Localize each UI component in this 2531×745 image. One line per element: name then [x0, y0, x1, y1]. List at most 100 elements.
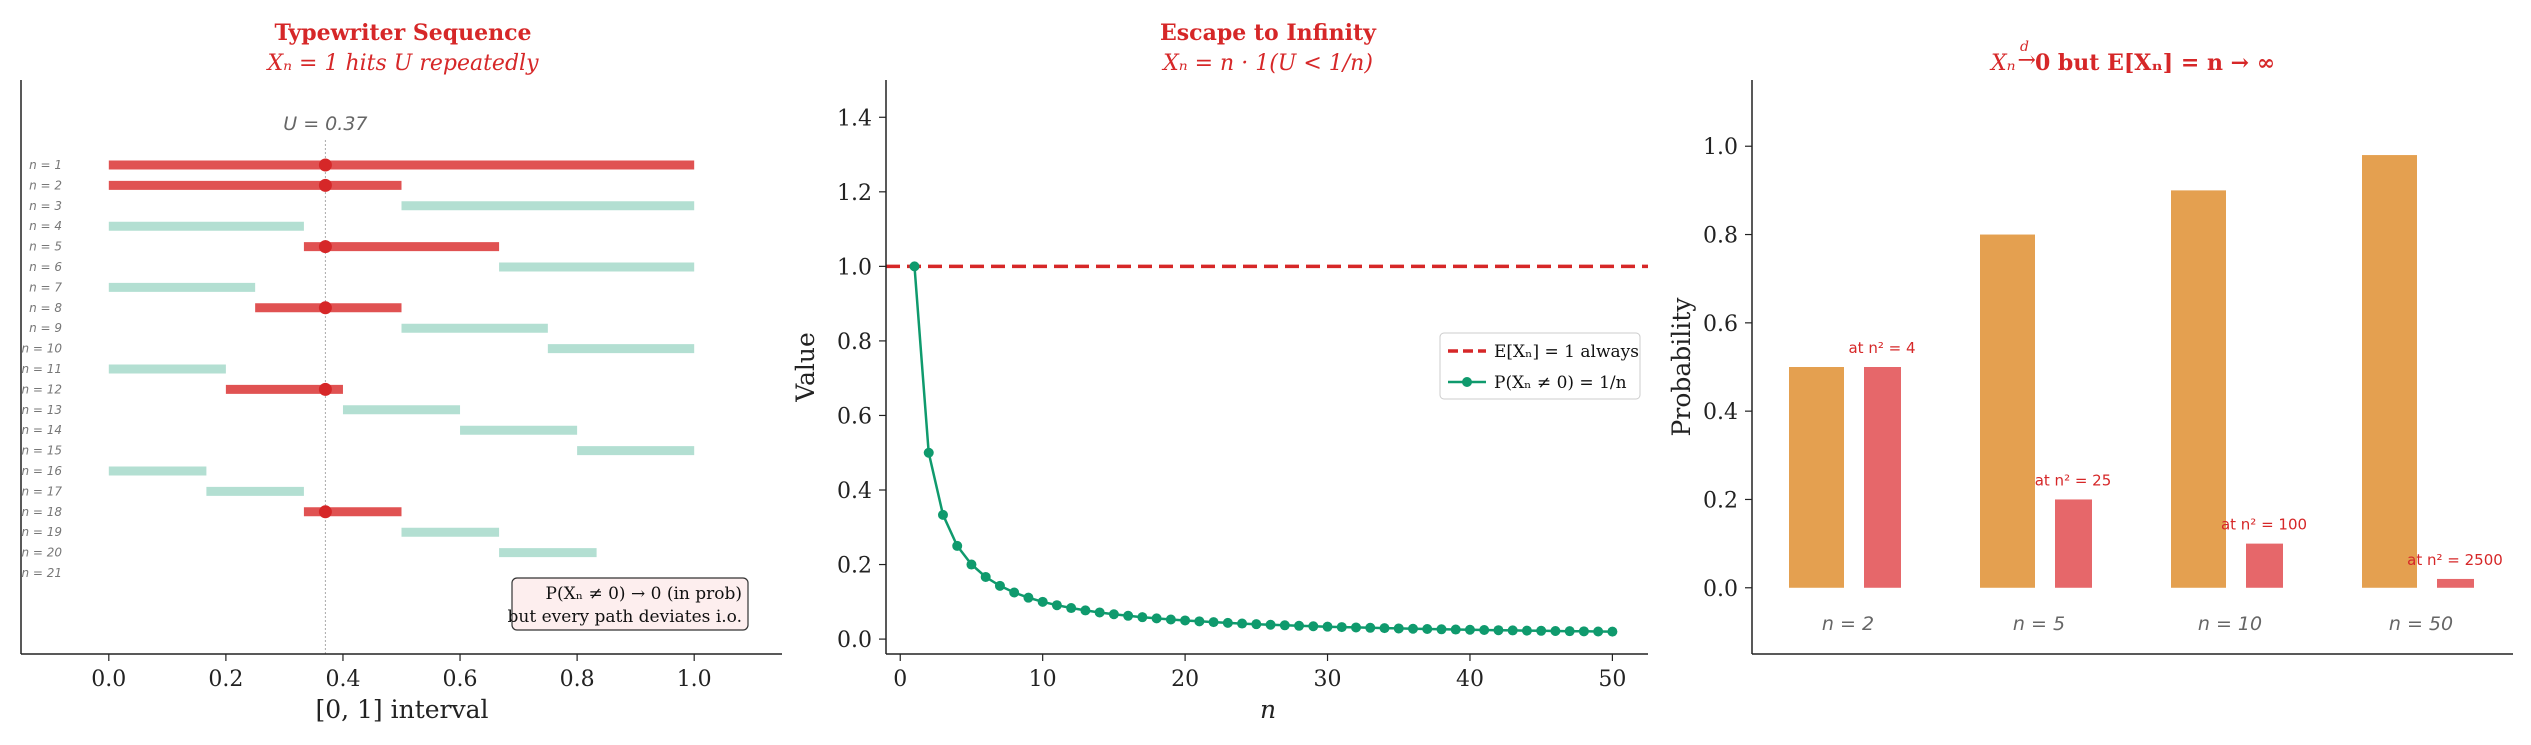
probability-point	[1165, 614, 1176, 625]
probability-point	[923, 447, 934, 458]
probability-point	[1151, 613, 1162, 624]
probability-point	[1251, 619, 1262, 630]
legend-box	[1439, 332, 1641, 400]
typewriter-intervals	[108, 160, 695, 558]
x-tick-label: 50	[1598, 667, 1626, 692]
group-label: n = 2	[1822, 613, 1874, 635]
typewriter-panel: Typewriter Sequence Xₙ = 1 hits U repeat…	[20, 20, 782, 724]
row-label: n = 19	[21, 525, 62, 539]
probability-point	[1322, 621, 1333, 632]
probability-point	[1037, 596, 1048, 607]
typewriter-hit-points	[318, 158, 332, 519]
legend-probability-label: P(Xₙ ≠ 0) = 1/n	[1494, 373, 1627, 393]
y-tick-label: 0.2	[1703, 488, 1738, 513]
tail-note: at n² = 2500	[2407, 551, 2503, 569]
probability-point	[1593, 626, 1604, 637]
probability-point	[952, 540, 963, 551]
probability-y-ticks: 0.0 0.2 0.4 0.6 0.8 1.0	[1703, 135, 1752, 602]
probability-point	[1094, 607, 1105, 618]
row-label: n = 12	[21, 382, 62, 396]
annotation-box	[511, 577, 749, 631]
row-label: n = 6	[29, 260, 62, 274]
row-label: n = 18	[21, 505, 62, 519]
probability-point	[1336, 622, 1347, 633]
row-label: n = 17	[21, 484, 62, 498]
legend-expectation-label: E[Xₙ] = 1 always	[1494, 342, 1639, 362]
annotation-line-2: but every path deviates i.o.	[508, 607, 742, 627]
x-tick-label: 20	[1171, 667, 1199, 692]
row-label: n = 11	[21, 362, 62, 376]
probability-points	[909, 261, 1618, 637]
annotation-line-1: P(Xₙ ≠ 0) → 0 (in prob)	[546, 584, 742, 604]
y-tick-label: 1.0	[1703, 135, 1738, 160]
y-tick-label: 0.0	[1703, 577, 1738, 602]
u-marker-label: U = 0.37	[283, 113, 367, 135]
probability-point	[1066, 603, 1077, 614]
x-tick-label: 40	[1456, 667, 1484, 692]
typewriter-subtitle: Xₙ = 1 hits U repeatedly	[265, 51, 539, 76]
tail-note: at n² = 4	[1848, 339, 1915, 357]
x-tick-label: 0.2	[208, 667, 243, 692]
y-tick-label: 1.2	[837, 181, 872, 206]
x-tick-label: 30	[1314, 667, 1342, 692]
probability-point	[1436, 624, 1447, 635]
row-label: n = 7	[29, 280, 62, 294]
probability-point	[1365, 622, 1376, 633]
probability-point	[1265, 619, 1276, 630]
escape-x-label: n	[1260, 695, 1276, 724]
y-tick-label: 0.4	[837, 479, 872, 504]
hit-point	[318, 240, 332, 254]
probability-point	[1450, 624, 1461, 635]
escape-y-ticks: 0.0 0.2 0.4 0.6 0.8 1.0 1.2 1.4	[837, 106, 886, 653]
group-label: n = 5	[2013, 613, 2065, 635]
row-label: n = 3	[29, 199, 62, 213]
probability-point	[1279, 620, 1290, 631]
x-tick-label: 0.0	[91, 667, 126, 692]
probability-point	[1564, 626, 1575, 637]
x-tick-label: 0.6	[443, 667, 478, 692]
probability-point	[909, 261, 920, 272]
tail-bar	[1864, 367, 1901, 588]
probability-point	[1051, 600, 1062, 611]
probability-point	[1080, 605, 1091, 616]
probability-panel: Xₙ→d 0 but E[Xₙ] = n → ∞ 0.0 0.2 0.4 0.6 0.8 1…	[1667, 39, 2513, 655]
row-label: n = 9	[29, 321, 62, 335]
probability-point	[1208, 617, 1219, 628]
probability-point	[1521, 625, 1532, 636]
probability-point	[1137, 612, 1148, 623]
probability-point	[1308, 621, 1319, 632]
probability-point	[1237, 618, 1248, 629]
probability-point	[966, 559, 977, 570]
y-tick-label: 1.4	[837, 106, 872, 131]
row-label: n = 20	[21, 546, 62, 560]
tail-bar	[2055, 499, 2092, 588]
convergence-bar	[2362, 155, 2417, 588]
probability-point	[1294, 620, 1305, 631]
x-tick-label: 0	[893, 667, 907, 692]
hit-point	[318, 158, 332, 172]
title-arrow: →	[2018, 48, 2036, 73]
title-part-left: Xₙ	[1989, 51, 2016, 76]
title-part-right: 0 but E[Xₙ] = n → ∞	[2035, 50, 2275, 76]
row-label: n = 10	[21, 342, 62, 356]
title-d: d	[2020, 39, 2029, 55]
probability-point	[1507, 625, 1518, 636]
probability-point	[1180, 615, 1191, 626]
hit-point	[318, 382, 332, 396]
probability-point	[1379, 623, 1390, 634]
probability-point	[1108, 609, 1119, 620]
probability-point	[1351, 622, 1362, 633]
probability-point	[1123, 610, 1134, 621]
tail-bar	[2246, 543, 2283, 588]
typewriter-annotation: P(Xₙ ≠ 0) → 0 (in prob) but every path d…	[508, 577, 749, 631]
x-tick-label: 1.0	[677, 667, 712, 692]
y-tick-label: 1.0	[837, 255, 872, 280]
y-tick-label: 0.2	[837, 554, 872, 579]
probability-point	[937, 509, 948, 520]
row-label: n = 5	[29, 240, 62, 254]
probability-point	[1194, 616, 1205, 627]
probability-curve	[913, 266, 1613, 633]
row-label: n = 15	[21, 444, 62, 458]
probability-point	[1422, 624, 1433, 635]
probability-point	[1464, 624, 1475, 635]
